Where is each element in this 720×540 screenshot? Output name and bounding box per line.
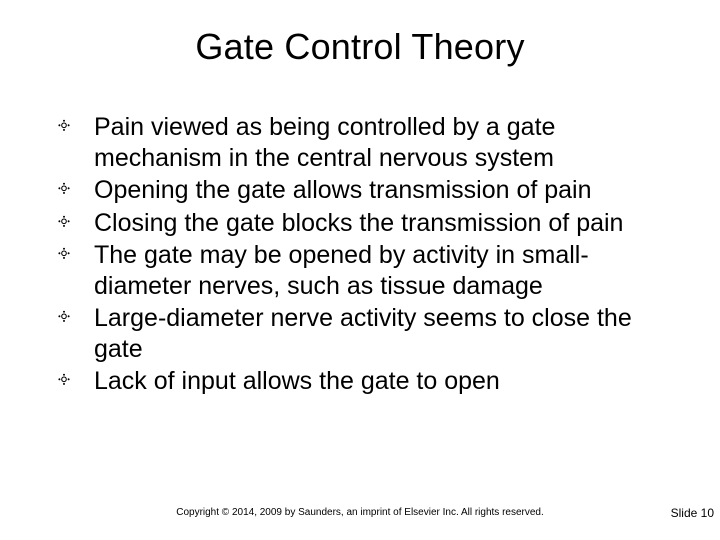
bullet-icon: ༓ <box>58 244 70 264</box>
list-item: ༓ Opening the gate allows transmission o… <box>58 175 680 206</box>
list-item: ༓ Large-diameter nerve activity seems to… <box>58 303 680 364</box>
bullet-text: Opening the gate allows transmission of … <box>94 176 592 204</box>
list-item: ༓ Pain viewed as being controlled by a g… <box>58 112 680 173</box>
list-item: ༓ Lack of input allows the gate to open <box>58 366 680 397</box>
bullet-icon: ༓ <box>58 116 70 136</box>
bullet-icon: ༓ <box>58 307 70 327</box>
slide: Gate Control Theory ༓ Pain viewed as bei… <box>0 0 720 540</box>
slide-number: Slide 10 <box>671 506 714 520</box>
copyright-text: Copyright © 2014, 2009 by Saunders, an i… <box>0 507 720 518</box>
bullet-list: ༓ Pain viewed as being controlled by a g… <box>58 112 680 397</box>
list-item: ༓ Closing the gate blocks the transmissi… <box>58 208 680 239</box>
slide-title: Gate Control Theory <box>0 26 720 68</box>
bullet-text: Lack of input allows the gate to open <box>94 367 500 395</box>
bullet-text: Pain viewed as being controlled by a gat… <box>94 113 555 172</box>
bullet-text: Closing the gate blocks the transmission… <box>94 209 623 237</box>
bullet-text: The gate may be opened by activity in sm… <box>94 241 589 300</box>
bullet-icon: ༓ <box>58 370 70 390</box>
bullet-icon: ༓ <box>58 179 70 199</box>
list-item: ༓ The gate may be opened by activity in … <box>58 240 680 301</box>
bullet-icon: ༓ <box>58 212 70 232</box>
slide-body: ༓ Pain viewed as being controlled by a g… <box>58 112 680 399</box>
bullet-text: Large-diameter nerve activity seems to c… <box>94 304 632 363</box>
